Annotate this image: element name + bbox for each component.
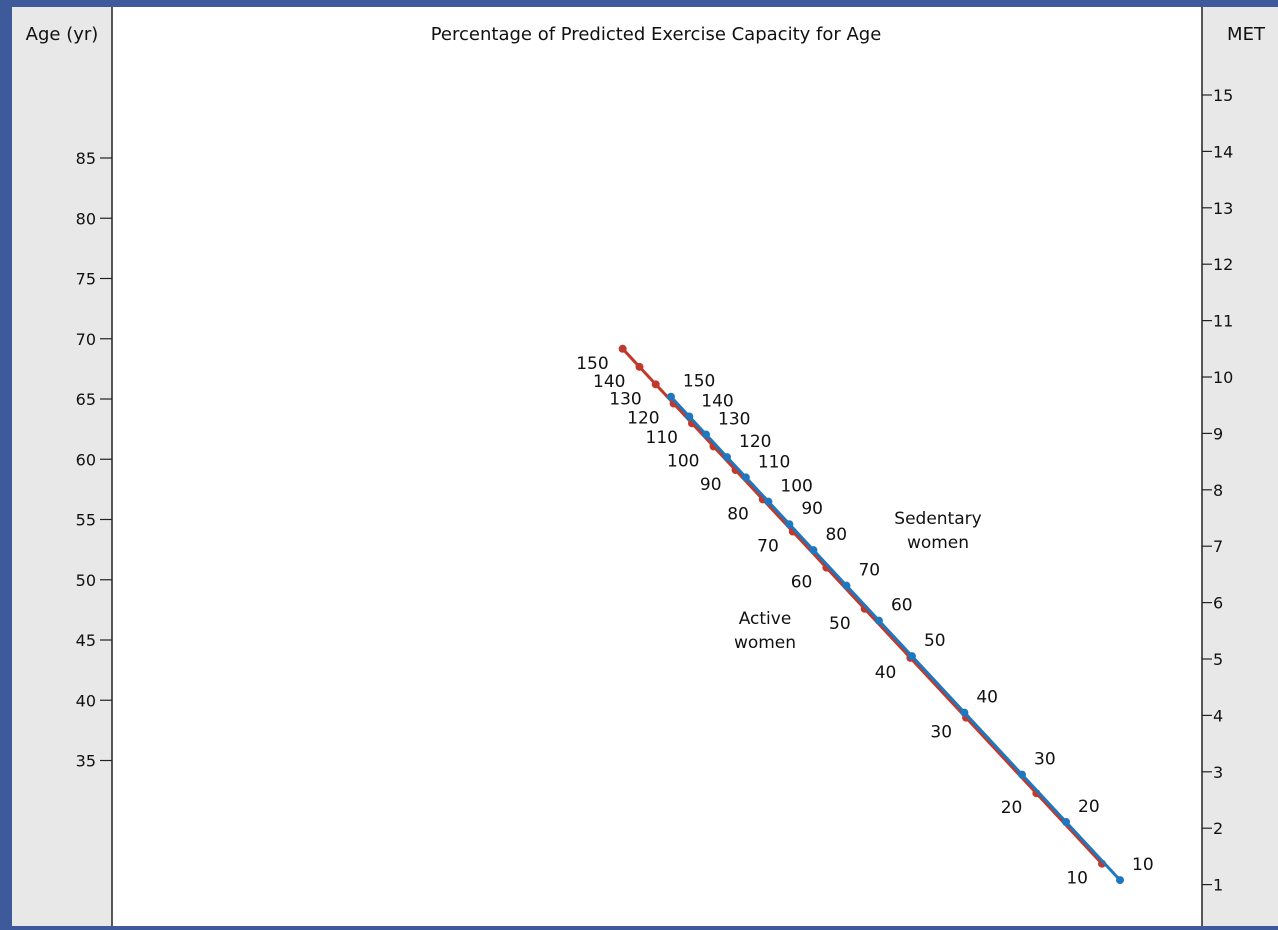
series-layer: 1501401301201101009080706050403020101501… (576, 344, 1154, 889)
point-label: 50 (829, 614, 851, 634)
point-label: 20 (1078, 797, 1100, 817)
data-point (1116, 876, 1124, 885)
right-tick-label: 11 (1213, 312, 1233, 331)
right-tick-label: 8 (1213, 481, 1223, 500)
data-point (723, 453, 731, 462)
series-name-label: Active (739, 609, 792, 629)
right-tick-label: 9 (1213, 424, 1223, 443)
point-label: 10 (1066, 869, 1088, 889)
left-tick-label: 50 (76, 571, 96, 590)
right-tick-label: 15 (1213, 86, 1233, 105)
point-label: 130 (718, 410, 750, 430)
data-point (907, 652, 916, 661)
right-tick-label: 14 (1213, 142, 1233, 161)
left-tick-label: 70 (76, 330, 96, 349)
right-axis-label: MET (1227, 24, 1266, 45)
point-label: 140 (593, 372, 625, 392)
right-axis-ticks: 15 14 13 12 11 10 9 8 7 6 5 4 3 2 1 (1202, 86, 1233, 895)
series-name-labels: Active women Sedentary women (734, 509, 982, 653)
point-label: 30 (1034, 750, 1056, 770)
series-name-label: women (734, 633, 796, 653)
point-label: 70 (757, 537, 779, 557)
point-label: 80 (727, 504, 749, 524)
right-tick-label: 7 (1213, 537, 1223, 556)
left-tick-label: 60 (76, 450, 96, 469)
data-point (635, 362, 644, 371)
point-label: 10 (1132, 855, 1154, 875)
point-label: 40 (875, 663, 897, 683)
data-point (702, 430, 711, 439)
point-label: 90 (700, 475, 722, 495)
data-point (741, 473, 750, 482)
point-label: 130 (609, 389, 641, 409)
series-name-label: Sedentary (894, 509, 981, 529)
left-tick-label: 85 (76, 149, 96, 168)
left-tick-label: 65 (76, 390, 96, 409)
point-label: 120 (739, 432, 771, 452)
data-point (685, 412, 694, 421)
right-tick-label: 13 (1213, 199, 1233, 218)
left-tick-label: 40 (76, 691, 96, 710)
right-tick-label: 1 (1213, 876, 1223, 895)
point-label: 100 (667, 451, 699, 471)
point-label: 120 (627, 409, 659, 429)
point-label: 30 (930, 723, 952, 743)
data-point (666, 392, 675, 401)
point-label: 100 (780, 477, 812, 497)
point-label: 90 (801, 499, 823, 519)
point-label: 150 (683, 372, 715, 392)
data-point (874, 616, 883, 625)
point-label: 150 (576, 354, 608, 374)
right-tick-label: 3 (1213, 763, 1223, 782)
data-point (785, 520, 794, 529)
right-tick-label: 12 (1213, 255, 1233, 274)
chart-title: Percentage of Predicted Exercise Capacit… (431, 24, 882, 45)
left-axis-panel (12, 7, 112, 926)
right-tick-label: 6 (1213, 594, 1223, 613)
point-label: 110 (758, 452, 790, 472)
data-point (1062, 817, 1071, 826)
data-point (618, 344, 627, 353)
point-label: 50 (924, 631, 946, 651)
data-point (842, 581, 851, 590)
left-axis-label: Age (yr) (26, 24, 99, 45)
right-axis-panel (1202, 7, 1278, 926)
right-tick-label: 4 (1213, 706, 1223, 725)
point-label: 80 (825, 525, 847, 545)
left-tick-label: 75 (76, 270, 96, 289)
data-point (809, 546, 818, 555)
point-label: 70 (858, 561, 880, 581)
data-point (960, 708, 969, 717)
series-name-label: women (907, 533, 969, 553)
plot-panel (112, 7, 1202, 926)
right-tick-label: 10 (1213, 368, 1233, 387)
left-tick-label: 35 (76, 752, 96, 771)
point-label: 110 (646, 428, 678, 448)
point-label: 140 (701, 391, 733, 411)
point-label: 60 (791, 573, 813, 593)
left-tick-label: 45 (76, 631, 96, 650)
right-tick-label: 5 (1213, 650, 1223, 669)
left-tick-label: 55 (76, 511, 96, 530)
left-axis-ticks: 85 80 75 70 65 60 55 50 45 40 35 (76, 149, 112, 771)
point-label: 20 (1001, 798, 1023, 818)
point-label: 40 (976, 688, 998, 708)
data-point (651, 380, 660, 389)
point-label: 60 (891, 596, 913, 616)
right-tick-label: 2 (1213, 819, 1223, 838)
data-point (1018, 770, 1027, 779)
left-tick-label: 80 (76, 209, 96, 228)
data-point (764, 497, 773, 506)
